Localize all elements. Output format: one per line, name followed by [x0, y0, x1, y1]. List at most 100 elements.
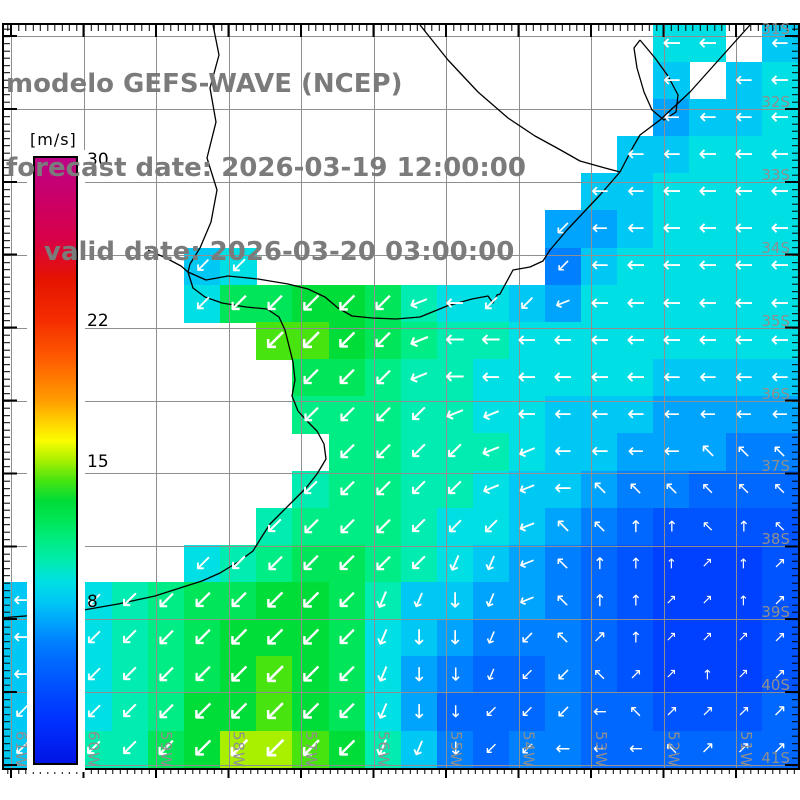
meridian-gridline [518, 25, 520, 768]
field-cell [292, 470, 330, 509]
field-cell [653, 61, 691, 100]
field-cell [400, 619, 438, 657]
field-cell [725, 656, 763, 694]
parallel-gridline [4, 473, 798, 475]
field-cell [328, 507, 366, 546]
field-cell [545, 730, 582, 769]
field-cell [111, 693, 149, 732]
field-cell [472, 656, 510, 694]
parallel-gridline [4, 108, 798, 110]
field-cell [364, 507, 402, 546]
field-cell [617, 396, 654, 434]
field-cell [184, 619, 221, 657]
field-cell [653, 581, 691, 620]
field-cell [220, 581, 257, 620]
field-cell [184, 284, 221, 323]
field-cell [472, 619, 510, 657]
bottom-major-ticks [4, 768, 798, 778]
meridian-gridline [736, 25, 737, 768]
field-cell [545, 210, 582, 249]
field-cell [292, 730, 330, 769]
parallel-gridline [4, 400, 798, 402]
field-cell [472, 544, 510, 583]
meridian-gridline [228, 25, 230, 768]
field-cell [508, 544, 546, 583]
field-cell [508, 470, 546, 509]
field-cell [184, 544, 221, 583]
field-cell [508, 396, 546, 434]
field-cell [256, 619, 294, 657]
field-cell [436, 730, 474, 769]
field-cell [617, 210, 654, 249]
parallel-gridline [4, 546, 798, 548]
field-cell [292, 619, 330, 657]
field-cell [220, 247, 257, 286]
lat-label: 41S [761, 749, 790, 767]
colorbar-gradient [33, 156, 78, 765]
colorbar-unit-label: [m/s] [30, 130, 77, 149]
field-cell [328, 581, 366, 620]
field-cell [545, 656, 582, 694]
field-cell [328, 544, 366, 583]
field-cell [689, 507, 727, 546]
field-cell [689, 693, 727, 732]
field-cell [364, 284, 402, 323]
colorbar-tick-label: 22 [87, 310, 109, 331]
lon-label: 55W [447, 731, 465, 768]
field-cell [364, 396, 402, 434]
field-cell [292, 359, 330, 397]
field-cell [508, 581, 546, 620]
field-cell [184, 656, 221, 694]
field-cell [581, 544, 618, 583]
coastline-parana_mouth [147, 249, 189, 273]
field-cell [328, 619, 366, 657]
lon-label: 59W [157, 731, 175, 768]
meridian-gridline [446, 25, 447, 768]
field-cell [725, 730, 763, 769]
meridian-gridline [663, 25, 665, 768]
meridian-gridline [373, 25, 375, 768]
field-cell [292, 581, 330, 620]
map-area: → → → → → → → → → → → → → → → → → → → → → → → → → → → → → → → → → → → → → → → →… [2, 20, 800, 778]
coastline-lagoon [633, 39, 679, 121]
field-cell [472, 284, 510, 323]
field-cell [581, 284, 618, 323]
field-cell [364, 544, 402, 583]
field-cell [653, 693, 691, 732]
latitude-labels: 31S 32S 33S 34S 35S 36S 37S 38S 39S 40S 41S [4, 20, 798, 768]
field-cell [653, 284, 691, 323]
field-cell [292, 544, 330, 583]
field-cell [653, 544, 691, 583]
field-cell [581, 173, 618, 212]
field-cell [400, 544, 438, 583]
field-cell [617, 247, 654, 286]
field-cell [581, 433, 618, 472]
longitude-labels: 61W 60W 59W 58W 57W 56W 55W 54W 53W 52W 51W [4, 25, 798, 768]
field-cell [400, 507, 438, 546]
field-cell [436, 581, 474, 620]
field-cell [400, 470, 438, 509]
field-cell [220, 619, 257, 657]
field-cell [364, 359, 402, 397]
field-cell [689, 247, 727, 286]
field-cell [617, 693, 654, 732]
field-cell [545, 396, 582, 434]
field-cell [725, 544, 763, 583]
field-cell [400, 396, 438, 434]
field-cell [472, 433, 510, 472]
field-cell [653, 173, 691, 212]
lon-label: 61W [12, 731, 30, 768]
field-cell [328, 470, 366, 509]
field-cell [508, 619, 546, 657]
field-cell [256, 581, 294, 620]
field-cell [617, 284, 654, 323]
field-cell [689, 284, 727, 323]
field-cell [725, 247, 763, 286]
field-cell [472, 470, 510, 509]
field-cell [472, 507, 510, 546]
field-cell [725, 136, 763, 174]
field-cell [328, 433, 366, 472]
field-cell [725, 284, 763, 323]
parallel-gridline [4, 254, 798, 256]
field-cell [581, 693, 618, 732]
